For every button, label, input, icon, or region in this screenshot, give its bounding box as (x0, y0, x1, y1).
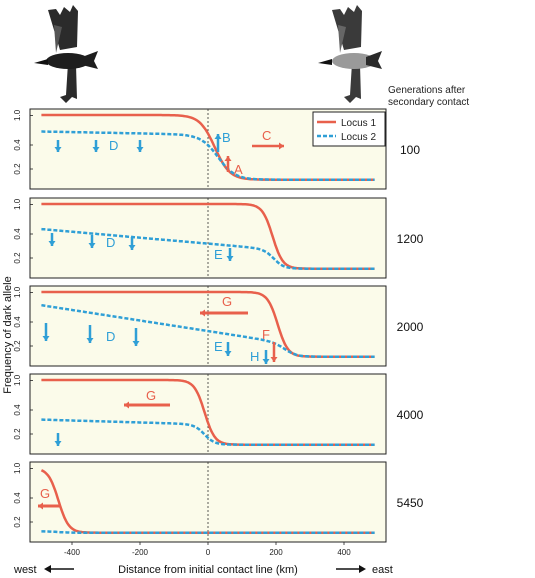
down-arrow-icon (128, 237, 136, 250)
down-arrow-icon (226, 248, 234, 261)
y-tick-label: 0.4 (13, 404, 22, 416)
down-arrow-icon (54, 140, 62, 152)
generation-label: 1200 (397, 232, 424, 246)
x-tick-label: 400 (337, 548, 351, 557)
crow-bird-icon (34, 5, 98, 103)
generation-label: 2000 (397, 320, 424, 334)
y-tick-label: 0.2 (13, 428, 22, 440)
down-arrow-icon (92, 140, 100, 152)
y-tick-label: 0.2 (13, 252, 22, 264)
up-arrow-icon (214, 134, 222, 152)
y-tick-label: 0.4 (13, 492, 22, 504)
direction-west: west (13, 564, 37, 576)
direction-east: east (372, 564, 393, 576)
label-d: D (106, 329, 115, 344)
legend: Locus 1 Locus 2 (312, 111, 386, 147)
generation-label: 100 (400, 143, 420, 157)
y-tick-label: 0.2 (13, 516, 22, 528)
y-tick-label: 1.0 (13, 286, 22, 298)
down-arrow-icon (132, 328, 140, 346)
label-a: A (234, 162, 243, 177)
down-arrow-icon (86, 325, 94, 343)
down-arrow-icon (42, 323, 50, 341)
label-g: G (146, 388, 156, 403)
hooded-crow-bird-icon (318, 5, 382, 103)
locus2-curve (41, 418, 375, 446)
down-arrow-icon (270, 342, 278, 362)
arrow-east-icon (336, 565, 366, 573)
down-arrow-icon (54, 433, 62, 446)
locus2-curve (41, 227, 375, 270)
label-d: D (109, 138, 118, 153)
y-tick-label: 0.4 (13, 228, 22, 240)
down-arrow-icon (88, 235, 96, 248)
down-arrow-icon (48, 233, 56, 246)
x-tick-label: -200 (132, 548, 149, 557)
panel-2000: 1.0 0.4 0.2 2000 G D E FH (13, 285, 424, 367)
legend-box (312, 111, 386, 147)
left-arrow-icon (38, 502, 60, 510)
x-axis: -400 -200 0 200 400 (64, 542, 351, 557)
header-line2: secondary contact (388, 97, 469, 108)
label-e: E (214, 339, 223, 354)
y-tick-label: 0.4 (13, 316, 22, 328)
generation-label: 4000 (397, 408, 424, 422)
generation-label: 5450 (397, 496, 424, 510)
y-tick-label: 1.0 (13, 198, 22, 210)
y-tick-label: 0.2 (13, 340, 22, 352)
y-tick-label: 1.0 (13, 374, 22, 386)
x-tick-label: 200 (269, 548, 283, 557)
y-tick-label: 0.4 (13, 139, 22, 151)
panel-1200: 1.0 0.4 0.2 1200 D E (13, 197, 424, 279)
locus2-curve (41, 303, 375, 358)
legend-locus1: Locus 1 (341, 118, 376, 129)
panel-5450: 1.0 0.4 0.2 5450 G (13, 461, 424, 543)
x-tick-label: -400 (64, 548, 81, 557)
label-f: F (262, 327, 270, 342)
y-axis-label: Frequency of dark allele (2, 276, 14, 393)
label-d: D (106, 235, 115, 250)
label-c: C (262, 128, 271, 143)
legend-locus2: Locus 2 (341, 132, 376, 143)
down-arrow-icon (224, 342, 232, 356)
label-g: G (222, 294, 232, 309)
y-tick-label: 0.2 (13, 163, 22, 175)
panel-4000: 1.0 0.4 0.2 4000 G (13, 373, 424, 455)
y-tick-label: 1.0 (13, 109, 22, 121)
down-arrow-icon (136, 140, 144, 152)
x-tick-label: 0 (206, 548, 211, 557)
arrow-west-icon (44, 565, 74, 573)
locus2-curve (41, 130, 375, 181)
header-line1: Generations after (388, 85, 466, 96)
right-arrow-icon (252, 142, 284, 150)
label-b: B (222, 130, 231, 145)
label-h: H (250, 349, 259, 364)
locus2-curve (41, 530, 375, 534)
left-arrow-icon (200, 309, 248, 317)
label-e: E (214, 247, 223, 262)
panel-100: 1.0 0.4 0.2 100 D B A C (13, 108, 420, 190)
x-axis-label: Distance from initial contact line (km) (118, 564, 298, 576)
y-tick-label: 1.0 (13, 462, 22, 474)
left-arrow-icon (124, 401, 170, 409)
up-arrow-icon (224, 156, 232, 172)
panels: 1.0 0.4 0.2 100 D B A C 1.0 0.4 0.2 1200 D E 1.0 0.4 0.2… (13, 108, 424, 543)
down-arrow-icon (262, 350, 270, 364)
label-g: G (40, 486, 50, 501)
